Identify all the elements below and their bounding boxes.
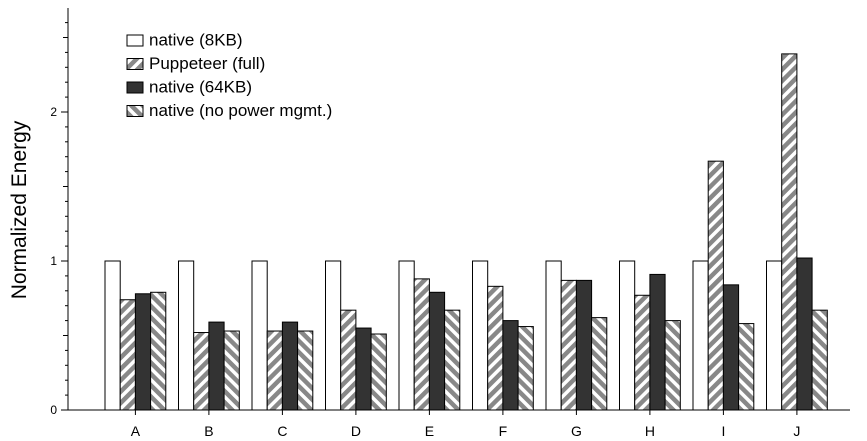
bar — [251, 260, 268, 411]
bar — [370, 333, 387, 411]
bar — [193, 332, 210, 411]
legend-swatch — [126, 81, 144, 94]
legend-swatch — [126, 58, 144, 70]
bar — [575, 279, 593, 411]
bar-group-I — [692, 160, 755, 411]
bar — [796, 257, 813, 411]
legend-item: native (no power mgmt.) — [126, 101, 332, 120]
x-tick-label: B — [204, 423, 213, 439]
bar — [398, 260, 415, 411]
bar — [150, 291, 167, 411]
bar — [545, 260, 562, 411]
bar-group-E — [398, 260, 461, 411]
bar — [692, 260, 709, 411]
legend-label: native (8KB) — [149, 31, 243, 50]
legend-swatch — [126, 105, 144, 117]
bar — [266, 330, 283, 411]
bar — [766, 260, 783, 411]
bar — [664, 320, 681, 411]
legend-item: native (8KB) — [126, 31, 243, 50]
bar — [413, 278, 430, 411]
legend: native (8KB) Puppeteer (full) native (64KB… — [126, 31, 332, 120]
legend-swatch — [126, 34, 144, 47]
x-tick-label: F — [499, 423, 508, 439]
legend-label: native (no power mgmt.) — [149, 101, 332, 120]
bar — [781, 53, 798, 411]
bar-group-F — [472, 260, 534, 411]
bar-group-B — [178, 260, 240, 411]
bar — [619, 260, 636, 411]
legend-item: native (64KB) — [126, 78, 252, 97]
bar — [560, 279, 577, 411]
bar — [428, 291, 446, 411]
x-tick-label: E — [425, 423, 434, 439]
x-tick-label: C — [277, 423, 287, 439]
bar-group-C — [251, 260, 314, 411]
bar-group-H — [619, 260, 681, 411]
y-tick-label: 1 — [50, 254, 57, 268]
y-tick-label: 0 — [50, 403, 57, 417]
bar — [355, 327, 372, 411]
bar — [722, 284, 740, 411]
bar-group-G — [545, 260, 608, 411]
bar — [281, 321, 299, 411]
bar-group-A — [104, 260, 167, 411]
bar — [487, 285, 504, 411]
x-tick-label: G — [571, 423, 582, 439]
bar — [444, 309, 461, 411]
bar — [119, 299, 136, 411]
bar — [517, 326, 534, 411]
bar — [134, 293, 152, 411]
bar — [811, 309, 828, 411]
y-axis-label: Normalized Energy — [8, 120, 31, 299]
bar — [634, 294, 651, 411]
x-tick-label: I — [721, 423, 725, 439]
bar-group-D — [325, 260, 387, 411]
bar — [104, 260, 121, 411]
legend-label: native (64KB) — [149, 78, 252, 97]
bar — [502, 320, 519, 411]
x-tick-label: A — [131, 423, 141, 439]
bar — [178, 260, 195, 411]
bar — [738, 323, 755, 411]
bar — [297, 330, 314, 411]
legend-label: Puppeteer (full) — [149, 54, 265, 73]
legend-item: Puppeteer (full) — [126, 54, 265, 73]
bar — [591, 317, 608, 411]
bar — [223, 330, 240, 411]
bar — [208, 321, 225, 411]
y-tick-label: 2 — [50, 105, 57, 119]
bar — [707, 160, 724, 411]
bar — [340, 309, 357, 411]
x-tick-label: J — [793, 423, 800, 439]
bar-group-J — [766, 53, 828, 411]
x-tick-label: D — [351, 423, 361, 439]
y-tick-labels: 0 1 2 — [50, 105, 57, 417]
x-tick-label: H — [645, 423, 655, 439]
bar — [325, 260, 342, 411]
bar — [649, 273, 666, 411]
bars — [104, 53, 828, 411]
bar — [472, 260, 489, 411]
x-tick-labels: A B C D E F G H I J — [131, 423, 801, 439]
